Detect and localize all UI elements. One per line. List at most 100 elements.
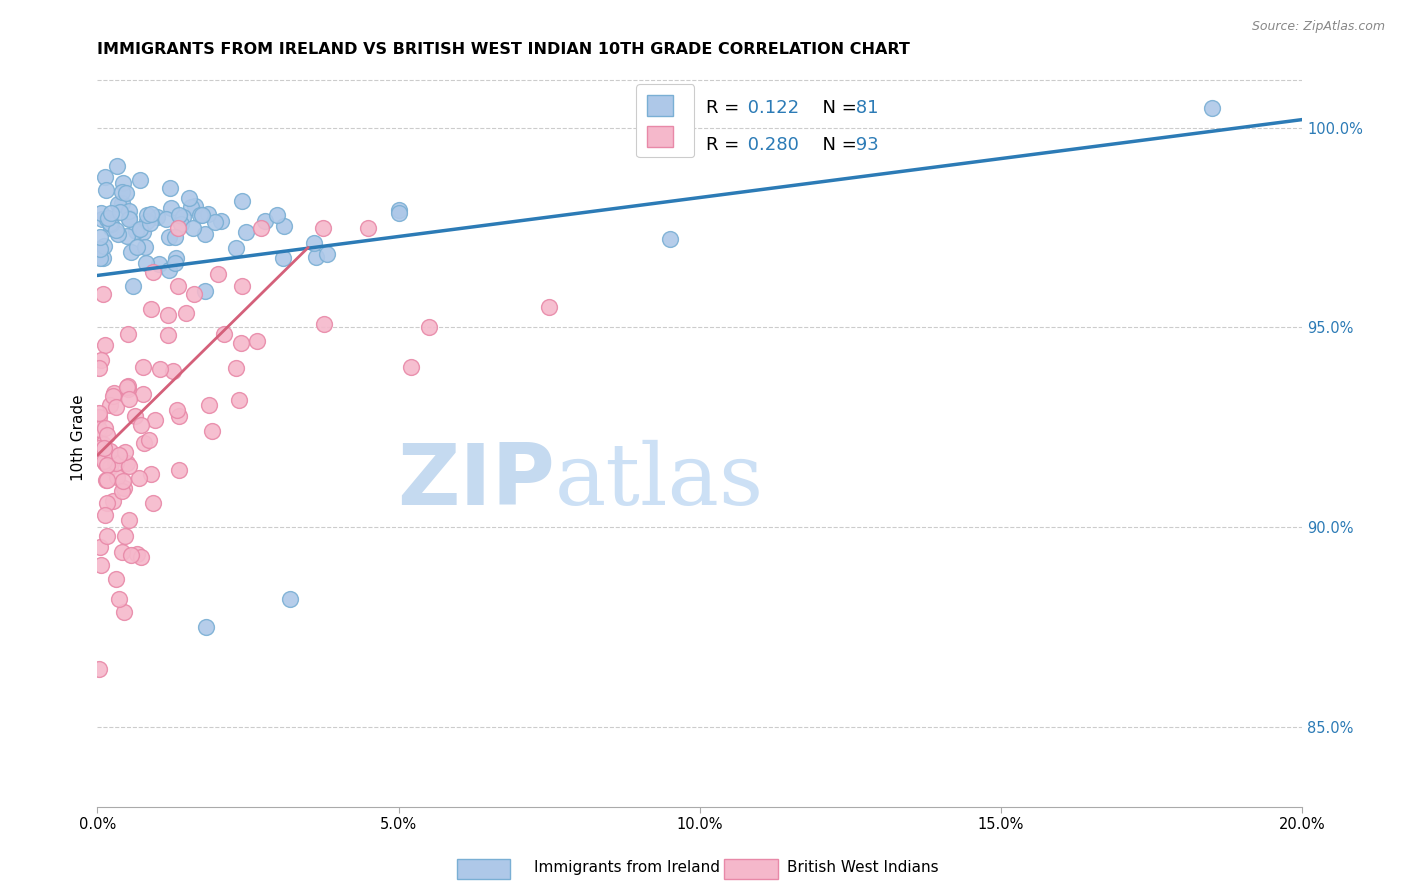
Point bbox=[160, 201, 183, 215]
Text: N =: N = bbox=[811, 99, 862, 118]
Point bbox=[225, 361, 247, 376]
Point bbox=[387, 203, 409, 218]
Point bbox=[149, 362, 172, 376]
Point bbox=[114, 445, 136, 459]
Point bbox=[93, 442, 115, 456]
Point bbox=[89, 406, 111, 420]
Point bbox=[156, 327, 179, 342]
Point bbox=[93, 239, 115, 253]
Point bbox=[117, 212, 139, 227]
Point bbox=[90, 437, 112, 451]
Point bbox=[90, 558, 112, 572]
Point bbox=[162, 364, 184, 378]
Point bbox=[94, 170, 117, 185]
Text: Immigrants from Ireland: Immigrants from Ireland bbox=[534, 860, 720, 874]
Point bbox=[166, 403, 188, 417]
Point bbox=[212, 327, 235, 342]
Point bbox=[94, 338, 117, 352]
Point bbox=[96, 458, 118, 472]
Point bbox=[87, 360, 110, 375]
Point bbox=[266, 208, 288, 222]
Point bbox=[114, 186, 136, 200]
Point bbox=[87, 422, 110, 436]
Point bbox=[129, 417, 152, 432]
Point bbox=[134, 240, 156, 254]
Point bbox=[108, 205, 131, 219]
Point bbox=[387, 205, 409, 219]
Text: 0.280: 0.280 bbox=[742, 136, 799, 154]
Point bbox=[180, 200, 202, 214]
Point bbox=[157, 308, 180, 322]
Point bbox=[159, 181, 181, 195]
Point bbox=[112, 605, 135, 619]
Point bbox=[94, 421, 117, 435]
Point bbox=[228, 393, 250, 408]
Point bbox=[225, 242, 247, 256]
Point bbox=[118, 204, 141, 219]
Point bbox=[129, 549, 152, 564]
Point bbox=[122, 279, 145, 293]
Point bbox=[316, 247, 339, 261]
Text: ZIP: ZIP bbox=[398, 440, 555, 524]
Point bbox=[184, 198, 207, 212]
Legend: , : , bbox=[637, 84, 695, 157]
Point bbox=[231, 194, 253, 209]
Point bbox=[235, 225, 257, 239]
Point bbox=[100, 221, 122, 235]
Point bbox=[94, 508, 117, 522]
Point bbox=[120, 245, 142, 260]
Point bbox=[138, 434, 160, 448]
Point bbox=[273, 219, 295, 234]
Point bbox=[201, 424, 224, 438]
Point bbox=[91, 212, 114, 227]
Point bbox=[87, 441, 110, 455]
Point bbox=[143, 413, 166, 427]
Point bbox=[89, 242, 111, 256]
Text: R =: R = bbox=[706, 136, 745, 154]
Point bbox=[105, 573, 128, 587]
Point bbox=[167, 463, 190, 477]
Point bbox=[96, 212, 118, 227]
Text: IMMIGRANTS FROM IRELAND VS BRITISH WEST INDIAN 10TH GRADE CORRELATION CHART: IMMIGRANTS FROM IRELAND VS BRITISH WEST … bbox=[97, 42, 910, 57]
Point bbox=[165, 251, 187, 265]
Point bbox=[103, 385, 125, 400]
Point bbox=[111, 176, 134, 190]
Point bbox=[183, 287, 205, 301]
Point bbox=[96, 496, 118, 510]
Point bbox=[87, 410, 110, 425]
Point bbox=[174, 306, 197, 320]
Point bbox=[231, 279, 253, 293]
Point bbox=[118, 512, 141, 526]
Point bbox=[142, 264, 165, 278]
Point bbox=[304, 250, 326, 264]
Point bbox=[115, 228, 138, 243]
Point bbox=[139, 467, 162, 481]
Point bbox=[107, 197, 129, 211]
Point bbox=[142, 496, 165, 510]
Point bbox=[93, 453, 115, 467]
Point bbox=[124, 409, 146, 423]
Text: 0.122: 0.122 bbox=[742, 99, 799, 118]
Point bbox=[96, 529, 118, 543]
Point bbox=[115, 456, 138, 470]
Point bbox=[108, 449, 131, 463]
Y-axis label: 10th Grade: 10th Grade bbox=[72, 394, 86, 481]
Point bbox=[204, 214, 226, 228]
Point bbox=[114, 529, 136, 543]
Point bbox=[194, 227, 217, 241]
Point bbox=[135, 214, 157, 228]
Point bbox=[108, 591, 131, 606]
Point bbox=[135, 256, 157, 270]
Point bbox=[112, 481, 135, 495]
Point bbox=[104, 456, 127, 470]
Point bbox=[399, 360, 422, 375]
Text: R =: R = bbox=[706, 99, 745, 118]
Point bbox=[136, 208, 159, 222]
Point bbox=[271, 251, 294, 265]
Point bbox=[418, 320, 440, 334]
Point bbox=[194, 285, 217, 299]
Point bbox=[120, 548, 142, 562]
Point bbox=[179, 191, 201, 205]
Point bbox=[148, 257, 170, 271]
Point bbox=[207, 267, 229, 281]
